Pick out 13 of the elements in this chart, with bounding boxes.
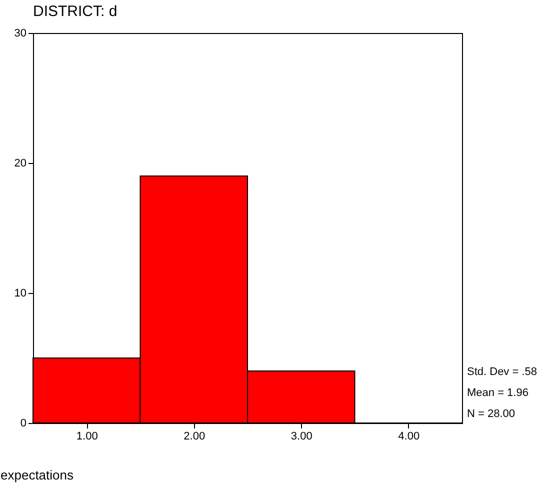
y-tick-label: 0 — [20, 418, 26, 430]
text: Mean = 1.96 — [467, 387, 528, 399]
y-tick-label: 30 — [14, 28, 26, 40]
y-tick-label: 20 — [14, 158, 26, 170]
text: N = 28.00 — [467, 408, 516, 420]
x-tick-label: 2.00 — [184, 430, 206, 442]
x-tick-label: 1.00 — [76, 430, 98, 442]
chart-title: DISTRICT: d — [33, 3, 118, 20]
y-tick-label: 10 — [14, 288, 26, 300]
text: Std. Dev = .58 — [467, 366, 538, 378]
x-tick-label: 3.00 — [290, 430, 312, 442]
x-axis-title: expectations — [0, 468, 74, 482]
x-tick-label: 4.00 — [398, 430, 420, 442]
